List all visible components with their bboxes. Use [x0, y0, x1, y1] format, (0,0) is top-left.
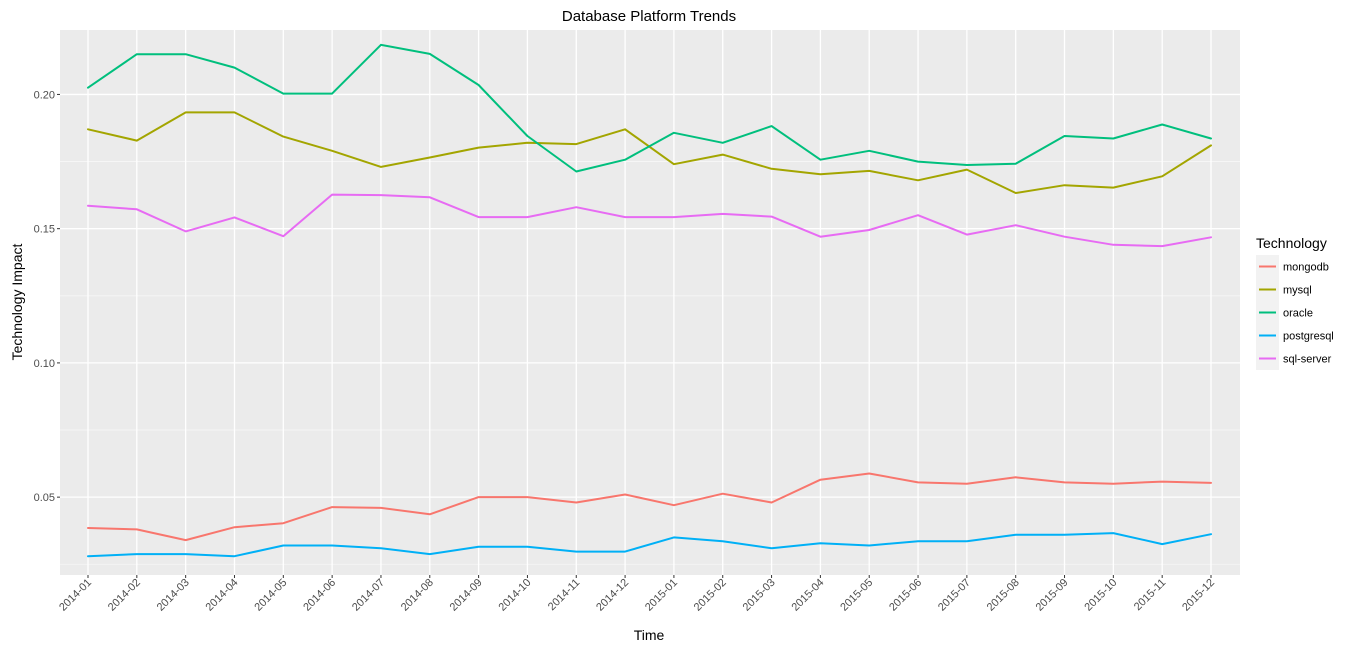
- x-tick-label: 2015-05: [838, 577, 875, 614]
- x-tick-label: 2014-04: [204, 577, 241, 614]
- x-tick-label: 2014-01: [57, 577, 94, 614]
- legend: Technology mongodb mysql oracle postgresql s…: [1256, 235, 1334, 370]
- x-tick-label: 2014-12: [594, 577, 631, 614]
- legend-label-oracle: oracle: [1283, 308, 1313, 320]
- minor-gridlines: [60, 161, 1240, 565]
- series-lines: [87, 43, 1212, 558]
- y-tick-label: 0.10: [34, 358, 55, 370]
- y-tick-label: 0.15: [34, 224, 55, 236]
- legend-label-mongodb: mongodb: [1283, 262, 1329, 274]
- x-tick-label: 2015-12: [1180, 577, 1217, 614]
- x-tick-label: 2014-11: [546, 577, 582, 613]
- x-tick-label: 2015-04: [789, 577, 826, 614]
- x-axis: 2014-01 2014-02 2014-03 2014-04 2014-05 2014-…: [57, 575, 1217, 614]
- plot-panel: [60, 30, 1240, 575]
- y-axis-title: Technology Impact: [9, 244, 25, 361]
- x-tick-label: 2014-07: [350, 577, 387, 614]
- legend-title: Technology: [1256, 235, 1327, 251]
- x-tick-label: 2014-09: [448, 577, 485, 614]
- x-tick-label: 2015-09: [1034, 577, 1071, 614]
- x-tick-label: 2014-03: [155, 577, 192, 614]
- x-axis-title: Time: [634, 627, 665, 643]
- series-line-oracle: [87, 43, 1212, 173]
- x-tick-label: 2015-01: [643, 577, 680, 614]
- x-tick-label: 2015-06: [887, 577, 924, 614]
- legend-label-sql-server: sql-server: [1283, 354, 1332, 366]
- x-tick-label: 2015-03: [741, 577, 778, 614]
- y-axis: 0.05 0.10 0.15 0.20: [34, 89, 60, 504]
- y-tick-label: 0.20: [34, 89, 55, 101]
- series-line-postgresql: [87, 532, 1212, 558]
- chart-title: Database Platform Trends: [562, 8, 736, 25]
- legend-label-mysql: mysql: [1283, 285, 1312, 297]
- x-tick-label: 2014-06: [301, 577, 338, 614]
- major-gridlines: [60, 30, 1240, 575]
- x-tick-label: 2014-05: [252, 577, 289, 614]
- x-tick-label: 2015-02: [692, 577, 729, 614]
- legend-label-postgresql: postgresql: [1283, 331, 1334, 343]
- x-tick-label: 2015-08: [985, 577, 1022, 614]
- series-line-mongodb: [87, 472, 1212, 542]
- x-tick-label: 2014-08: [399, 577, 436, 614]
- x-tick-label: 2015-11: [1132, 577, 1168, 613]
- x-tick-label: 2014-10: [497, 577, 534, 614]
- x-tick-label: 2015-10: [1082, 577, 1119, 614]
- x-tick-label: 2015-07: [936, 577, 973, 614]
- x-tick-label: 2014-02: [106, 577, 143, 614]
- series-line-sql-server: [87, 193, 1212, 248]
- y-tick-label: 0.05: [34, 492, 55, 504]
